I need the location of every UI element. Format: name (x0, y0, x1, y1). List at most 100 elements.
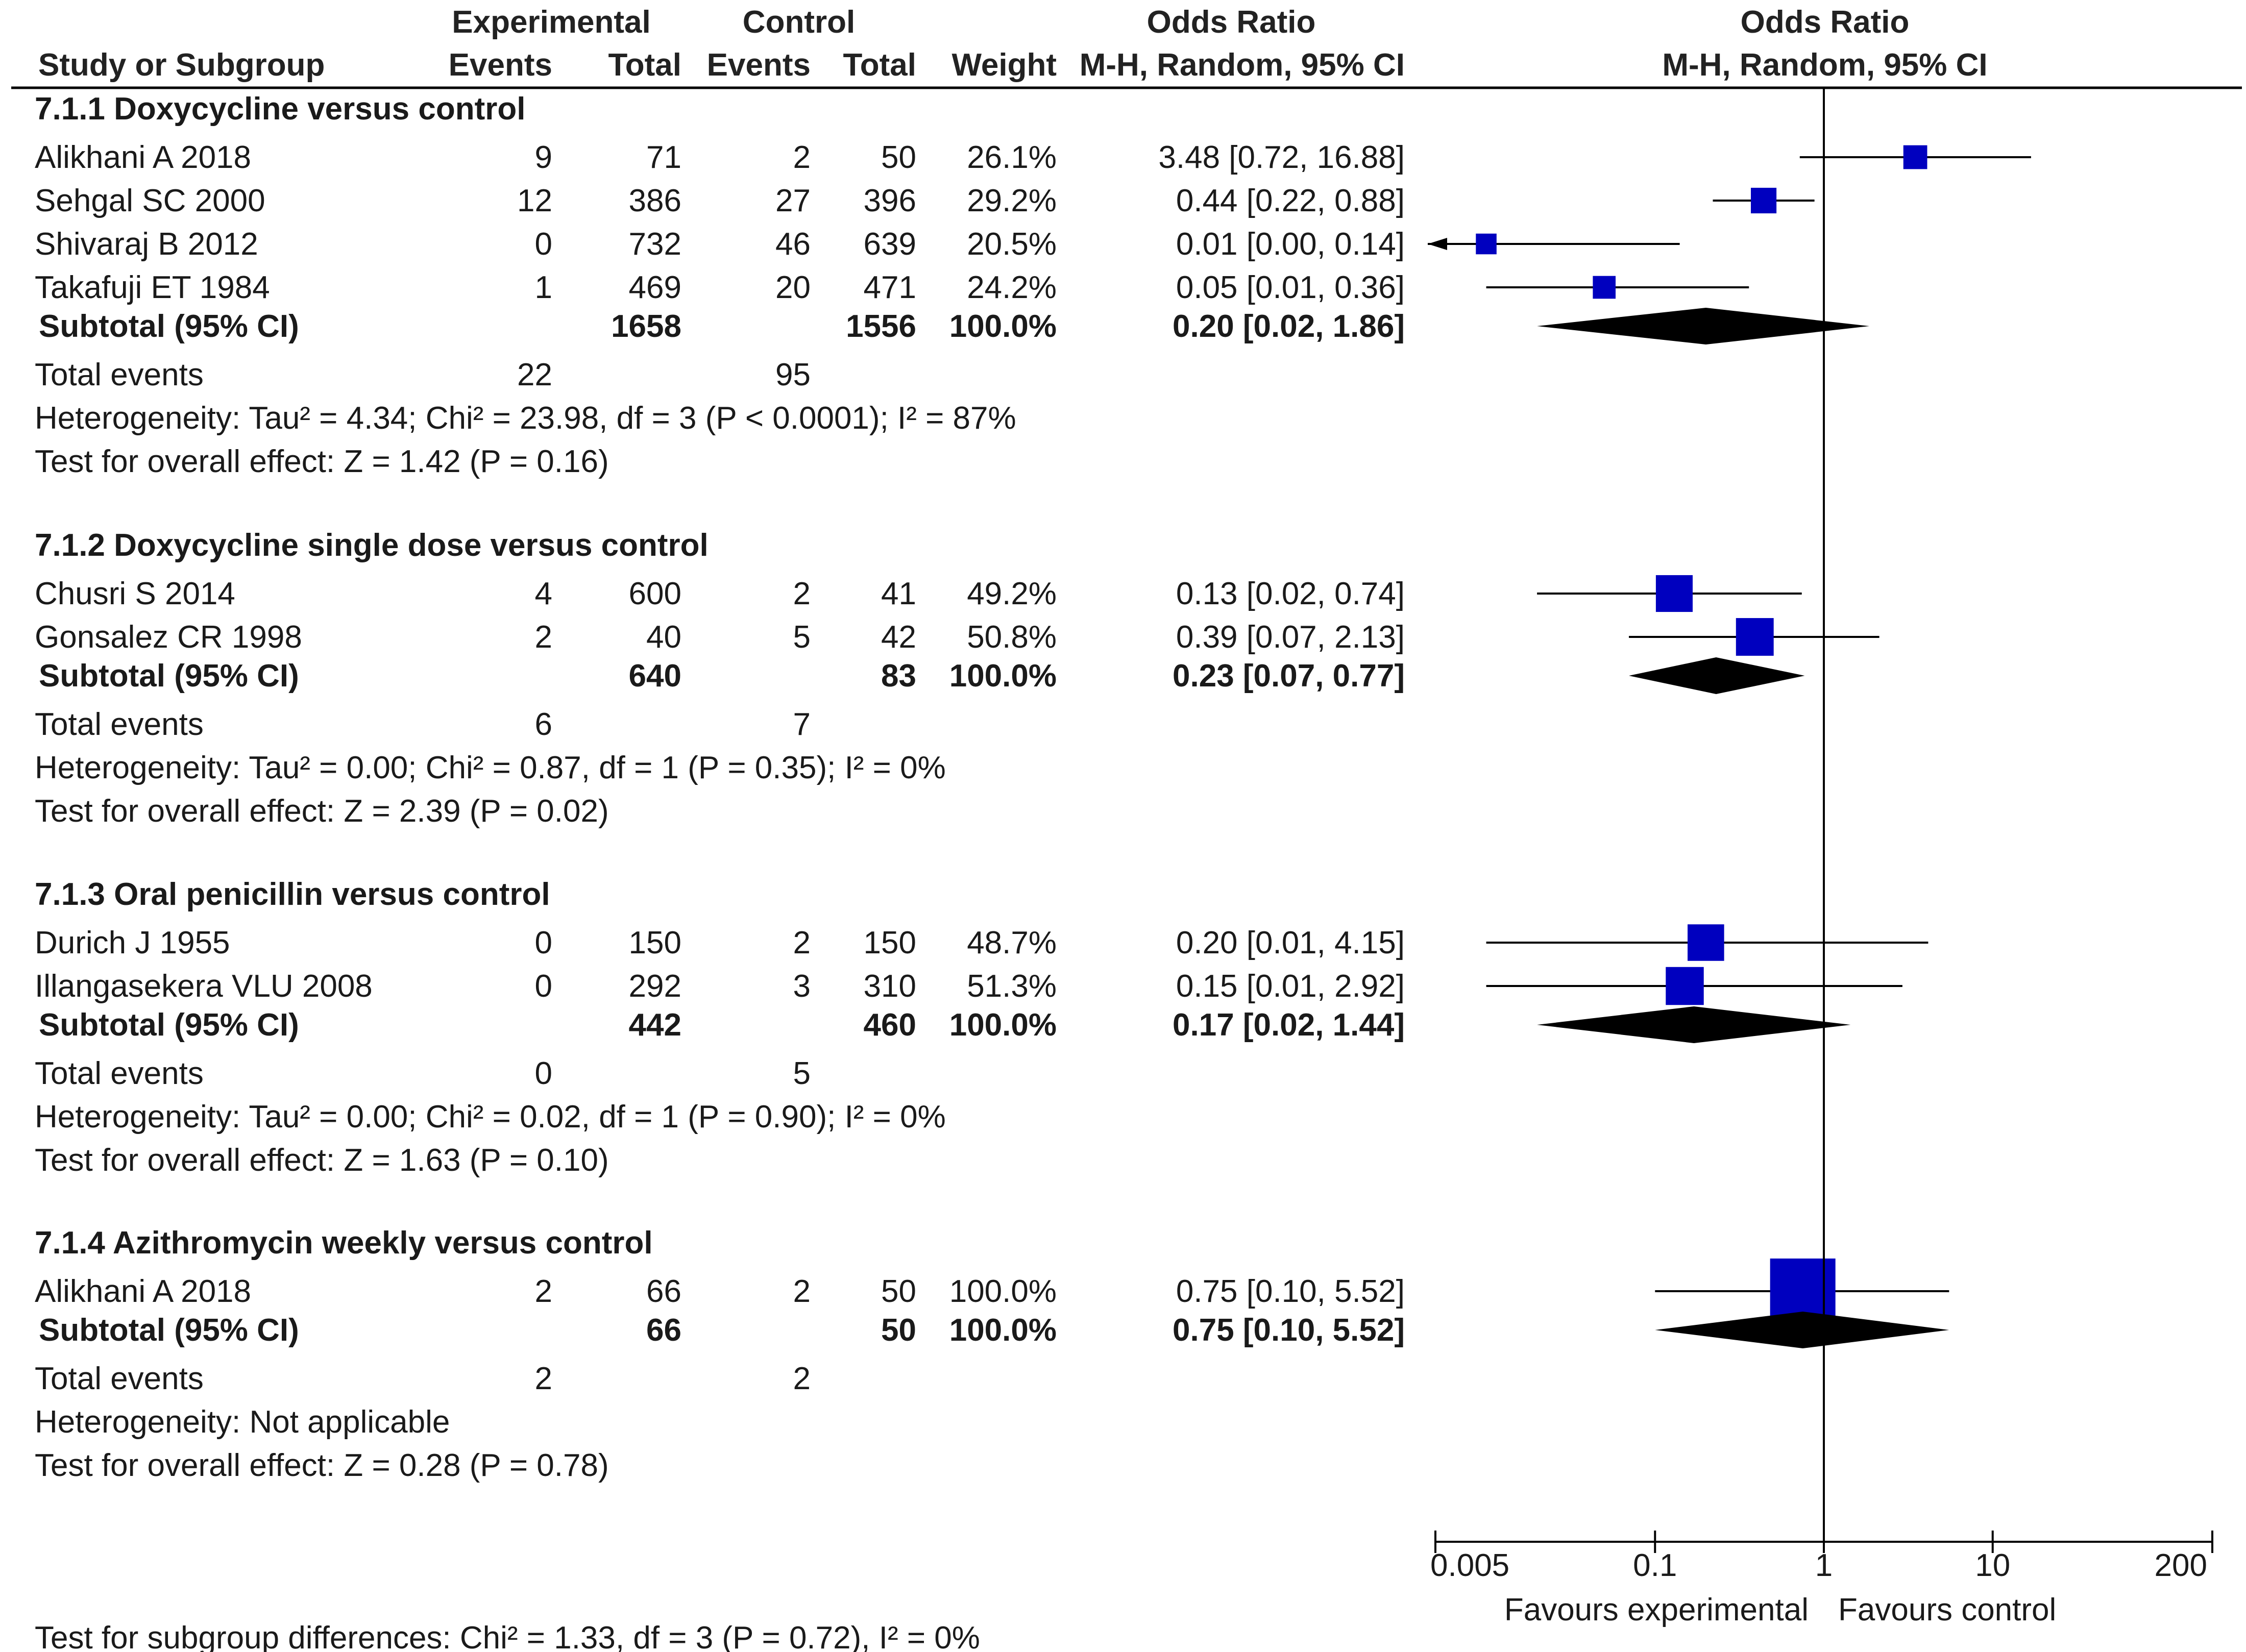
subtotal-ctl-total: 460 (864, 1007, 916, 1043)
exp-events-cell: 2 (535, 1274, 552, 1309)
ci-cell: 0.15 [0.01, 2.92] (1176, 969, 1405, 1004)
exp-events-cell: 4 (535, 576, 552, 611)
ci-cell: 0.05 [0.01, 0.36] (1176, 270, 1405, 305)
header-odds-ratio-table: Odds Ratio (1147, 5, 1316, 40)
subgroup-differences: Test for subgroup differences: Chi² = 1.… (35, 1620, 980, 1652)
ci-cell: 0.13 [0.02, 0.74] (1176, 576, 1405, 611)
weight-cell: 51.3% (967, 969, 1057, 1004)
total-events-label: Total events (35, 357, 204, 392)
ci-cell: 3.48 [0.72, 16.88] (1158, 140, 1405, 175)
subgroup-title: 7.1.4 Azithromycin weekly versus control (35, 1225, 653, 1261)
ctl-total-cell: 50 (881, 140, 916, 175)
x-axis-tick-label: 0.1 (1633, 1548, 1677, 1583)
ci-cell: 0.44 [0.22, 0.88] (1176, 183, 1405, 218)
exp-total-cell: 600 (629, 576, 681, 611)
subtotal-diamond (1629, 657, 1805, 694)
study-name: Alikhani A 2018 (35, 140, 251, 175)
exp-total-cell: 732 (629, 227, 681, 262)
study-name: Takafuji ET 1984 (35, 270, 270, 305)
ctl-total-cell: 639 (864, 227, 916, 262)
ci-cell: 0.01 [0.00, 0.14] (1176, 227, 1405, 262)
overall-effect-text: Test for overall effect: Z = 1.42 (P = 0… (35, 444, 609, 479)
subtotal-label: Subtotal (95% CI) (39, 1007, 299, 1043)
study-square (1655, 575, 1693, 612)
exp-total-cell: 292 (629, 969, 681, 1004)
subtotal-weight: 100.0% (949, 309, 1057, 344)
ctl-events-cell: 2 (793, 1274, 811, 1309)
header-method-plot: M-H, Random, 95% CI (1662, 47, 1987, 83)
ci-cell: 0.39 [0.07, 2.13] (1176, 620, 1405, 655)
subtotal-ci: 0.20 [0.02, 1.86] (1173, 309, 1405, 344)
x-axis-tick-label: 200 (2155, 1548, 2207, 1583)
weight-cell: 20.5% (967, 227, 1057, 262)
weight-cell: 48.7% (967, 925, 1057, 960)
total-events-exp: 2 (535, 1361, 552, 1396)
exp-total-cell: 71 (646, 140, 681, 175)
ctl-events-cell: 2 (793, 140, 811, 175)
subtotal-ctl-total: 50 (881, 1313, 916, 1348)
exp-total-cell: 40 (646, 620, 681, 655)
ctl-events-cell: 20 (775, 270, 811, 305)
subgroup-title: 7.1.2 Doxycycline single dose versus con… (35, 528, 709, 563)
heterogeneity-text: Heterogeneity: Tau² = 4.34; Chi² = 23.98… (35, 401, 1016, 436)
heterogeneity-text: Heterogeneity: Tau² = 0.00; Chi² = 0.02,… (35, 1099, 946, 1135)
ctl-total-cell: 50 (881, 1274, 916, 1309)
overall-effect-text: Test for overall effect: Z = 2.39 (P = 0… (35, 794, 609, 829)
total-events-label: Total events (35, 1361, 204, 1396)
study-name: Gonsalez CR 1998 (35, 620, 302, 655)
ctl-events-cell: 27 (775, 183, 811, 218)
study-square (1688, 924, 1724, 961)
x-axis-tick-label: 0.005 (1430, 1548, 1509, 1583)
subtotal-exp-total: 640 (629, 658, 681, 694)
exp-total-cell: 66 (646, 1274, 681, 1309)
subtotal-exp-total: 442 (629, 1007, 681, 1043)
study-square (1476, 233, 1497, 255)
weight-cell: 49.2% (967, 576, 1057, 611)
exp-total-cell: 469 (629, 270, 681, 305)
header-exp-events: Events (449, 47, 552, 83)
study-name: Chusri S 2014 (35, 576, 235, 611)
subgroup-title: 7.1.3 Oral penicillin versus control (35, 877, 550, 912)
subgroup-title: 7.1.1 Doxycycline versus control (35, 91, 525, 127)
study-name: Durich J 1955 (35, 925, 230, 960)
total-events-ctl: 5 (793, 1056, 811, 1091)
exp-events-cell: 0 (535, 227, 552, 262)
ctl-total-cell: 41 (881, 576, 916, 611)
subtotal-ci: 0.17 [0.02, 1.44] (1173, 1007, 1405, 1043)
subtotal-label: Subtotal (95% CI) (39, 658, 299, 694)
header-control: Control (743, 5, 855, 40)
ctl-total-cell: 396 (864, 183, 916, 218)
ctl-total-cell: 42 (881, 620, 916, 655)
subtotal-exp-total: 66 (646, 1313, 681, 1348)
total-events-exp: 6 (535, 707, 552, 742)
total-events-exp: 0 (535, 1056, 552, 1091)
total-events-label: Total events (35, 707, 204, 742)
subtotal-weight: 100.0% (949, 1313, 1057, 1348)
ctl-total-cell: 471 (864, 270, 916, 305)
x-axis-tick-label: 1 (1815, 1548, 1833, 1583)
header-ctl-total: Total (843, 47, 917, 83)
total-events-exp: 22 (517, 357, 552, 392)
header-weight: Weight (952, 47, 1057, 83)
exp-events-cell: 9 (535, 140, 552, 175)
study-square (1666, 967, 1704, 1005)
exp-events-cell: 0 (535, 969, 552, 1004)
overall-effect-text: Test for overall effect: Z = 1.63 (P = 0… (35, 1143, 609, 1178)
subtotal-diamond (1655, 1312, 1949, 1348)
overall-effect-text: Test for overall effect: Z = 0.28 (P = 0… (35, 1448, 609, 1483)
header-ctl-events: Events (707, 47, 811, 83)
ctl-total-cell: 310 (864, 969, 916, 1004)
x-axis-tick-label: 10 (1975, 1548, 2010, 1583)
subtotal-ci: 0.23 [0.07, 0.77] (1173, 658, 1405, 694)
study-name: Sehgal SC 2000 (35, 183, 265, 218)
subtotal-diamond (1537, 1006, 1851, 1043)
weight-cell: 50.8% (967, 620, 1057, 655)
subtotal-label: Subtotal (95% CI) (39, 1313, 299, 1348)
ci-cell: 0.20 [0.01, 4.15] (1176, 925, 1405, 960)
ctl-events-cell: 2 (793, 925, 811, 960)
exp-total-cell: 150 (629, 925, 681, 960)
favours-control-label: Favours control (1838, 1592, 2056, 1628)
header-study: Study or Subgroup (38, 47, 325, 83)
favours-experimental-label: Favours experimental (1504, 1592, 1809, 1628)
header-exp-total: Total (608, 47, 682, 83)
